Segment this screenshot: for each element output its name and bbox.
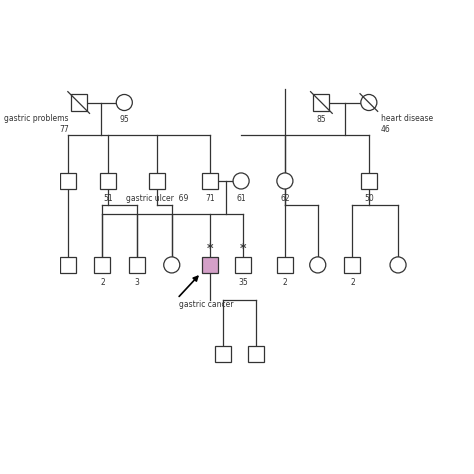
Circle shape <box>233 173 249 189</box>
Text: 62: 62 <box>280 194 290 203</box>
Bar <box>202 173 218 189</box>
Circle shape <box>277 173 293 189</box>
Bar <box>215 346 231 362</box>
Text: 51: 51 <box>103 194 113 203</box>
Text: *: * <box>240 242 246 255</box>
Text: 3: 3 <box>135 278 139 287</box>
Text: gastric ulcer  69: gastric ulcer 69 <box>126 194 188 203</box>
Circle shape <box>164 257 180 273</box>
Bar <box>60 257 76 273</box>
Text: 95: 95 <box>119 115 129 124</box>
Text: 35: 35 <box>238 278 248 287</box>
Bar <box>100 173 116 189</box>
Text: 2: 2 <box>283 278 287 287</box>
Text: *: * <box>207 242 213 255</box>
Text: 71: 71 <box>205 194 215 203</box>
Bar <box>313 94 329 110</box>
Bar <box>345 257 360 273</box>
Bar <box>71 94 87 110</box>
Bar <box>129 257 145 273</box>
Text: 61: 61 <box>236 194 246 203</box>
Text: 85: 85 <box>317 115 326 124</box>
Text: 2: 2 <box>350 278 355 287</box>
Bar <box>60 173 76 189</box>
Circle shape <box>390 257 406 273</box>
Text: 50: 50 <box>364 194 374 203</box>
Text: 2: 2 <box>100 278 105 287</box>
Bar <box>361 173 377 189</box>
Circle shape <box>310 257 326 273</box>
Bar <box>202 257 218 273</box>
Circle shape <box>361 94 377 110</box>
Bar <box>235 257 251 273</box>
Bar <box>277 257 293 273</box>
Text: gastric cancer: gastric cancer <box>179 301 234 310</box>
Text: gastric problems
77: gastric problems 77 <box>4 114 69 134</box>
Bar <box>248 346 264 362</box>
Bar <box>94 257 110 273</box>
Bar <box>149 173 165 189</box>
Text: heart disease
46: heart disease 46 <box>381 114 433 134</box>
Circle shape <box>116 94 132 110</box>
